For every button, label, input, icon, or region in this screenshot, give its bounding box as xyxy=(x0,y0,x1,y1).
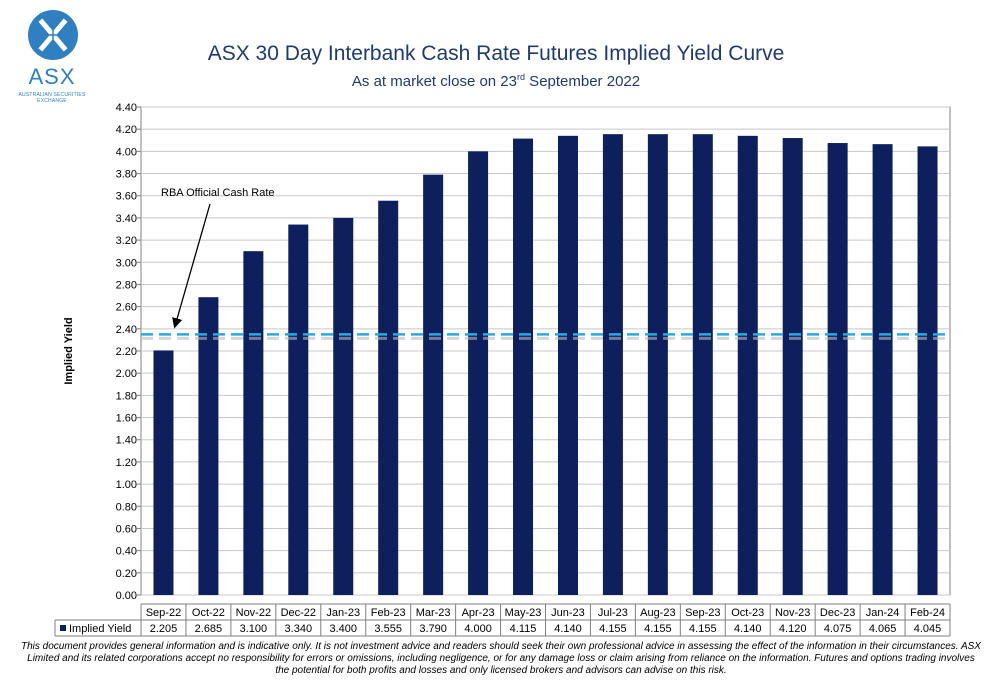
asx-logo-mark-icon xyxy=(28,10,78,60)
y-tick-label: 0.40 xyxy=(116,546,137,558)
x-tick-label: May-23 xyxy=(505,607,542,619)
data-label: 4.115 xyxy=(510,623,537,635)
chart-title: ASX 30 Day Interbank Cash Rate Futures I… xyxy=(207,42,785,65)
y-tick-label: 4.40 xyxy=(116,102,137,114)
data-label: 4.140 xyxy=(734,623,762,635)
x-tick-label: Apr-23 xyxy=(462,607,495,619)
x-tick-label: Jan-23 xyxy=(326,607,360,619)
x-tick-label: Dec-22 xyxy=(281,607,316,619)
legend-swatch xyxy=(60,625,66,631)
x-tick-label: Feb-23 xyxy=(371,607,406,619)
bar-dec-23 xyxy=(827,143,848,595)
bar-jan-23 xyxy=(333,217,354,595)
y-tick-label: 0.00 xyxy=(116,590,137,602)
x-tick-label: Feb-24 xyxy=(910,607,945,619)
x-tick-label: Oct-22 xyxy=(192,607,225,619)
data-label: 3.340 xyxy=(285,623,313,635)
y-tick-label: 1.40 xyxy=(116,435,137,447)
y-tick-label: 3.40 xyxy=(116,213,137,225)
data-label: 4.045 xyxy=(914,623,942,635)
y-tick-label: 2.40 xyxy=(116,324,137,336)
bar-feb-23 xyxy=(378,200,399,595)
bar-feb-24 xyxy=(917,146,938,595)
y-tick-label: 2.80 xyxy=(116,279,137,291)
y-tick-label: 2.00 xyxy=(116,368,137,380)
asx-logo: ASX AUSTRALIAN SECURITIES EXCHANGE xyxy=(6,8,98,104)
y-tick-label: 1.20 xyxy=(116,457,137,469)
y-tick-label: 1.80 xyxy=(116,390,137,402)
bar-oct-22 xyxy=(198,297,219,595)
x-tick-label: Mar-23 xyxy=(416,607,451,619)
x-tick-label: Oct-23 xyxy=(731,607,764,619)
data-label: 4.065 xyxy=(869,623,897,635)
y-tick-label: 3.00 xyxy=(116,257,137,269)
bar-jun-23 xyxy=(557,135,578,595)
data-label: 3.555 xyxy=(374,623,402,635)
x-tick-label: Dec-23 xyxy=(820,607,855,619)
y-tick-label: 3.80 xyxy=(116,169,137,181)
data-label: 4.000 xyxy=(464,623,492,635)
y-tick-label: 1.60 xyxy=(116,413,137,425)
x-tick-label: Jun-23 xyxy=(551,607,585,619)
x-tick-label: Sep-22 xyxy=(146,607,181,619)
y-tick-label: 3.20 xyxy=(116,235,137,247)
bar-dec-22 xyxy=(288,224,309,595)
bar-jan-24 xyxy=(872,144,893,595)
data-label: 2.205 xyxy=(150,623,178,635)
data-label: 3.400 xyxy=(329,623,357,635)
y-tick-label: 2.20 xyxy=(116,346,137,358)
disclaimer-text: This document provides general informati… xyxy=(21,641,981,676)
bar-nov-22 xyxy=(243,251,264,595)
data-label: 2.685 xyxy=(195,623,223,635)
data-label: 4.155 xyxy=(644,623,672,635)
y-tick-label: 4.20 xyxy=(116,124,137,136)
asx-logo-subtext: AUSTRALIAN SECURITIES EXCHANGE xyxy=(18,92,86,104)
asx-logo-text: ASX xyxy=(28,64,76,89)
y-tick-label: 0.80 xyxy=(116,501,137,513)
bar-may-23 xyxy=(513,138,534,596)
data-label: 4.075 xyxy=(824,623,852,635)
y-tick-label: 2.60 xyxy=(116,302,137,314)
data-label: 4.155 xyxy=(689,623,717,635)
y-tick-label: 0.20 xyxy=(116,568,137,580)
y-tick-label: 4.00 xyxy=(116,146,137,158)
bar-oct-23 xyxy=(737,135,758,595)
x-tick-label: Jan-24 xyxy=(866,607,900,619)
data-label: 3.790 xyxy=(419,623,447,635)
data-label: 4.155 xyxy=(599,623,627,635)
x-tick-label: Aug-23 xyxy=(640,607,675,619)
bar-jul-23 xyxy=(602,134,623,595)
annotation-arrow xyxy=(172,203,211,329)
x-tick-label: Sep-23 xyxy=(685,607,720,619)
y-axis-label: Implied Yield xyxy=(63,317,75,384)
bar-nov-23 xyxy=(782,138,803,595)
y-tick-label: 3.60 xyxy=(116,191,137,203)
reference-line-label: RBA Official Cash Rate xyxy=(161,187,275,199)
x-tick-label: Nov-23 xyxy=(775,607,810,619)
bar-apr-23 xyxy=(468,151,489,595)
x-tick-label: Jul-23 xyxy=(598,607,628,619)
y-tick-label: 0.60 xyxy=(116,523,137,535)
bar-aug-23 xyxy=(647,134,668,595)
data-label: 4.120 xyxy=(779,623,807,635)
bar-mar-23 xyxy=(423,174,444,595)
chart-subtitle: As at market close on 23rd September 202… xyxy=(351,72,641,90)
data-label: 4.140 xyxy=(554,623,582,635)
bar-sep-23 xyxy=(692,134,713,595)
bar-sep-22 xyxy=(153,350,174,595)
legend-label: Implied Yield xyxy=(69,623,131,635)
x-tick-label: Nov-22 xyxy=(236,607,271,619)
y-tick-label: 1.00 xyxy=(116,479,137,491)
data-label: 3.100 xyxy=(240,623,268,635)
